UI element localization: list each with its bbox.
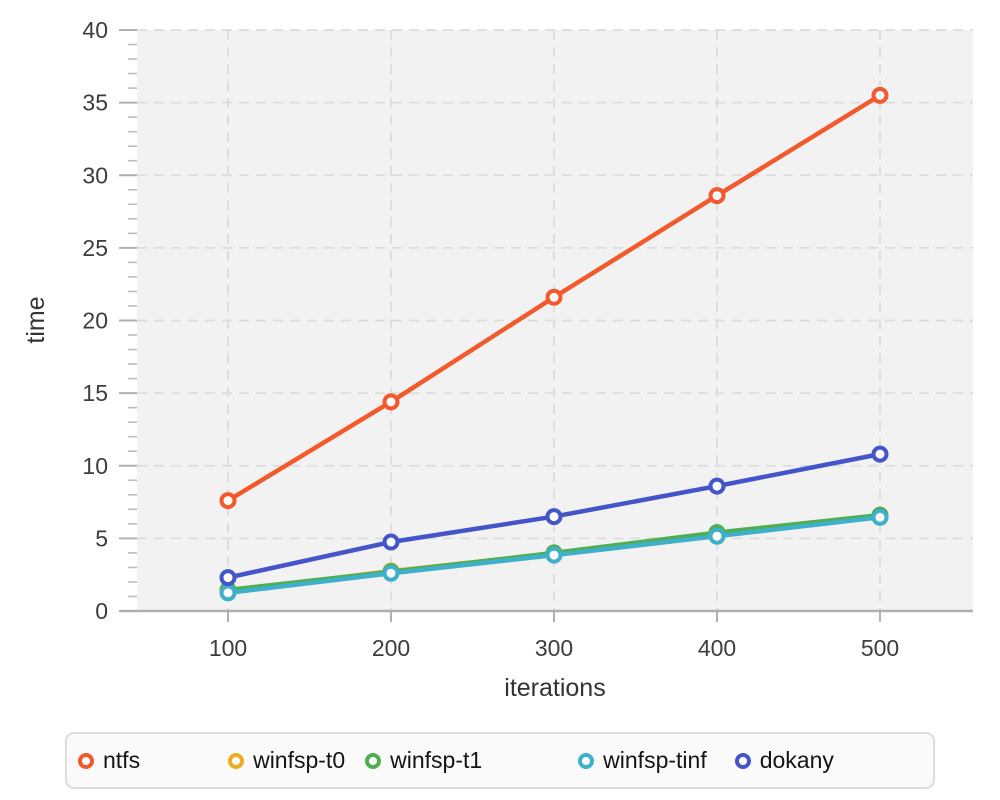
marker-winfsp-tinf-400 <box>708 527 726 545</box>
legend-marker-icon-winfsp-t1 <box>365 752 382 769</box>
marker-dokany-500 <box>871 445 889 463</box>
y-tick-label-35: 35 <box>82 90 108 116</box>
legend-label-winfsp-tinf: winfsp-tinf <box>603 747 707 773</box>
legend-item-winfsp-t0: winfsp-t0 <box>228 747 345 774</box>
legend-label-winfsp-t1: winfsp-t1 <box>390 747 483 773</box>
x-tick-label-500: 500 <box>861 635 899 661</box>
marker-winfsp-tinf-100 <box>219 584 237 602</box>
marker-winfsp-tinf-500 <box>871 508 889 526</box>
marker-ntfs-200 <box>382 393 400 411</box>
legend-label-ntfs: ntfs <box>103 747 141 773</box>
legend-marker-icon-winfsp-t0 <box>228 752 245 769</box>
y-tick-label-25: 25 <box>82 235 108 261</box>
y-axis-title: time <box>22 296 50 343</box>
marker-dokany-100 <box>219 569 237 587</box>
legend-marker-icon-dokany <box>734 752 751 769</box>
marker-ntfs-500 <box>871 86 889 104</box>
y-tick-label-15: 15 <box>82 380 108 406</box>
y-tick-label-10: 10 <box>82 453 108 479</box>
marker-dokany-200 <box>382 533 400 551</box>
marker-winfsp-tinf-200 <box>382 564 400 582</box>
legend-label-dokany: dokany <box>759 747 834 773</box>
x-axis-title: iterations <box>504 674 605 702</box>
x-tick-label-400: 400 <box>698 635 736 661</box>
legend-item-winfsp-t1: winfsp-t1 <box>365 747 482 774</box>
y-tick-label-20: 20 <box>82 308 108 334</box>
y-tick-label-0: 0 <box>95 598 108 624</box>
marker-dokany-400 <box>708 477 726 495</box>
y-tick-label-5: 5 <box>95 525 108 551</box>
x-tick-label-300: 300 <box>535 635 573 661</box>
marker-ntfs-400 <box>708 187 726 205</box>
y-tick-label-30: 30 <box>82 162 108 188</box>
marker-ntfs-300 <box>545 288 563 306</box>
legend-marker-icon-winfsp-tinf <box>578 752 595 769</box>
legend-marker-icon-ntfs <box>78 752 94 769</box>
marker-dokany-300 <box>545 508 563 526</box>
x-tick-label-200: 200 <box>372 635 410 661</box>
legend: ntfs winfsp-t0 winfsp-t1 winfsp-tinf dokany <box>65 732 935 789</box>
x-tick-label-100: 100 <box>209 635 247 661</box>
y-tick-label-40: 40 <box>82 17 108 43</box>
marker-winfsp-tinf-300 <box>545 546 563 564</box>
marker-ntfs-100 <box>219 492 237 510</box>
legend-item-dokany: dokany <box>734 747 834 774</box>
legend-item-winfsp-tinf: winfsp-tinf <box>578 747 707 774</box>
line-chart: 0 5 10 15 20 25 30 35 40 100 200 300 400 500 time ite… <box>22 17 973 702</box>
legend-item-ntfs: ntfs <box>78 747 140 774</box>
legend-label-winfsp-t0: winfsp-t0 <box>253 747 346 773</box>
